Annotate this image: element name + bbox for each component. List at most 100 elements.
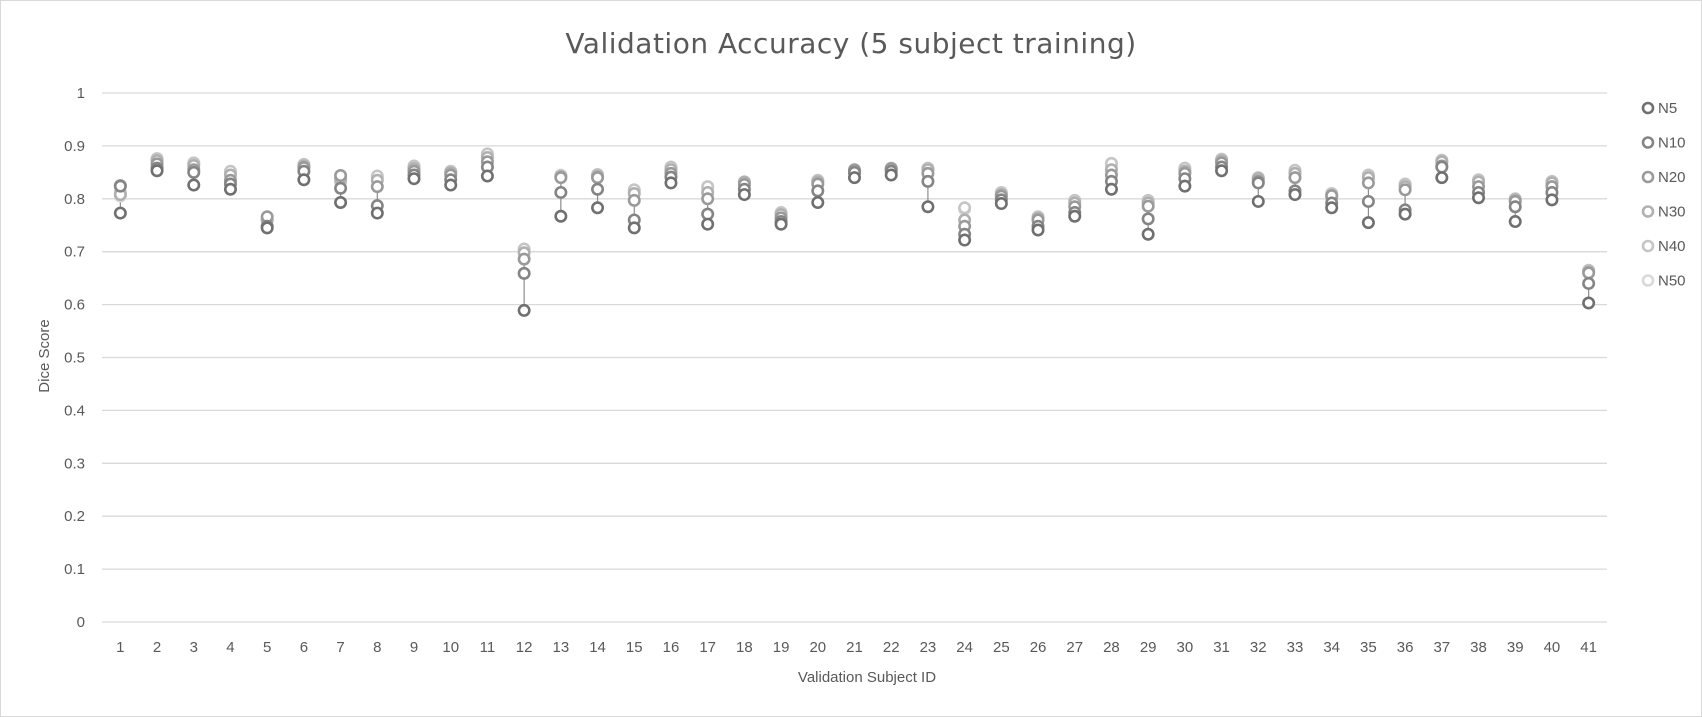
x-tick-label: 12	[516, 639, 533, 656]
x-tick-label: 25	[993, 639, 1010, 656]
x-axis-ticks: 1 2 3 4 5 6 7 8 9 10 11 12 13 14 15 16 17 18 19 20 21 22 23 24 2…	[116, 639, 1597, 656]
y-tick-label: 0.2	[64, 508, 85, 525]
data-point-n20	[1361, 176, 1375, 190]
x-tick-label: 24	[956, 639, 973, 656]
x-tick-label: 39	[1507, 639, 1524, 656]
x-tick-label: 41	[1580, 639, 1597, 656]
x-tick-label: 9	[410, 639, 418, 656]
data-point-n5	[1251, 194, 1265, 208]
x-tick-label: 16	[663, 639, 680, 656]
data-point-n20	[370, 180, 384, 194]
legend-label: N10	[1658, 135, 1686, 152]
legend-label: N40	[1658, 238, 1686, 255]
data-point-n5	[1141, 227, 1155, 241]
data-point-n10	[517, 266, 531, 280]
data-point-n20	[1288, 171, 1302, 185]
legend-item-n20: N20	[1641, 169, 1686, 186]
data-point-n5	[1435, 171, 1449, 185]
x-tick-label: 11	[480, 639, 496, 656]
x-tick-label: 37	[1433, 639, 1450, 656]
data-point-n5	[737, 188, 751, 202]
y-tick-label: 0.3	[64, 455, 85, 472]
data-point-n10	[811, 184, 825, 198]
x-tick-label: 13	[552, 639, 569, 656]
data-point-n40	[958, 201, 972, 215]
data-markers	[113, 147, 1596, 317]
data-point-n5	[297, 173, 311, 187]
data-point-n5	[884, 168, 898, 182]
y-tick-label: 0.9	[64, 138, 85, 155]
data-point-n5	[517, 303, 531, 317]
data-point-n20	[1582, 266, 1596, 280]
x-tick-label: 31	[1213, 639, 1230, 656]
data-point-n5	[554, 209, 568, 223]
x-tick-label: 21	[846, 639, 863, 656]
data-point-n5	[1398, 207, 1412, 221]
x-tick-label: 33	[1287, 639, 1304, 656]
data-point-n20	[701, 192, 715, 206]
legend-item-n40: N40	[1641, 238, 1686, 255]
x-tick-label: 4	[226, 639, 234, 656]
data-point-n20	[591, 171, 605, 185]
x-tick-label: 29	[1140, 639, 1157, 656]
x-tick-label: 30	[1177, 639, 1194, 656]
data-point-n5	[774, 217, 788, 231]
data-point-n20	[517, 252, 531, 266]
data-point-n5	[1104, 182, 1118, 196]
x-tick-label: 40	[1544, 639, 1561, 656]
data-point-n10	[113, 179, 127, 193]
x-tick-label: 15	[626, 639, 643, 656]
data-point-n20	[554, 171, 568, 185]
y-axis-title: Dice Score	[36, 319, 53, 392]
x-tick-label: 36	[1397, 639, 1414, 656]
data-point-n20	[334, 169, 348, 183]
data-point-n5	[480, 169, 494, 183]
legend-marker	[1641, 274, 1655, 287]
chart-title: Validation Accuracy (5 subject training)	[565, 27, 1136, 60]
y-tick-label: 0.5	[64, 350, 85, 367]
data-point-n10	[1582, 276, 1596, 290]
y-tick-label: 1	[77, 85, 85, 102]
x-tick-label: 38	[1470, 639, 1487, 656]
data-point-n5	[591, 201, 605, 215]
data-point-n5	[994, 197, 1008, 211]
data-point-n10	[1435, 160, 1449, 174]
data-point-n5	[370, 206, 384, 220]
data-point-n10	[1141, 212, 1155, 226]
data-point-n5	[1288, 188, 1302, 202]
data-point-n10	[1508, 200, 1522, 214]
legend-item-n30: N30	[1641, 204, 1686, 221]
data-point-n5	[1361, 216, 1375, 230]
y-tick-label: 0.6	[64, 297, 85, 314]
data-point-n10	[1361, 194, 1375, 208]
data-point-n5	[1508, 215, 1522, 229]
data-point-n5	[921, 200, 935, 214]
x-tick-label: 19	[773, 639, 790, 656]
data-point-n20	[1398, 183, 1412, 197]
x-tick-label: 2	[153, 639, 161, 656]
data-point-n5	[958, 233, 972, 247]
legend-item-n10: N10	[1641, 135, 1686, 152]
x-tick-label: 28	[1103, 639, 1120, 656]
x-tick-label: 5	[263, 639, 271, 656]
x-tick-label: 27	[1066, 639, 1083, 656]
data-point-n10	[554, 185, 568, 199]
x-tick-label: 22	[883, 639, 900, 656]
data-point-n5	[1178, 179, 1192, 193]
data-point-n5	[444, 178, 458, 192]
data-point-n5	[407, 172, 421, 186]
data-point-n10	[591, 182, 605, 196]
data-point-n5	[1031, 223, 1045, 237]
legend-label: N30	[1658, 204, 1686, 221]
data-point-n5	[1472, 191, 1486, 205]
x-tick-label: 26	[1030, 639, 1047, 656]
y-tick-label: 0.7	[64, 244, 85, 261]
data-point-n5	[223, 182, 237, 196]
x-tick-label: 32	[1250, 639, 1267, 656]
legend-marker	[1641, 239, 1655, 253]
data-point-n5	[664, 176, 678, 190]
legend: N5 N10 N20 N30 N40 N50	[1641, 100, 1686, 290]
legend-item-n5: N5	[1641, 100, 1677, 117]
x-tick-label: 7	[336, 639, 344, 656]
